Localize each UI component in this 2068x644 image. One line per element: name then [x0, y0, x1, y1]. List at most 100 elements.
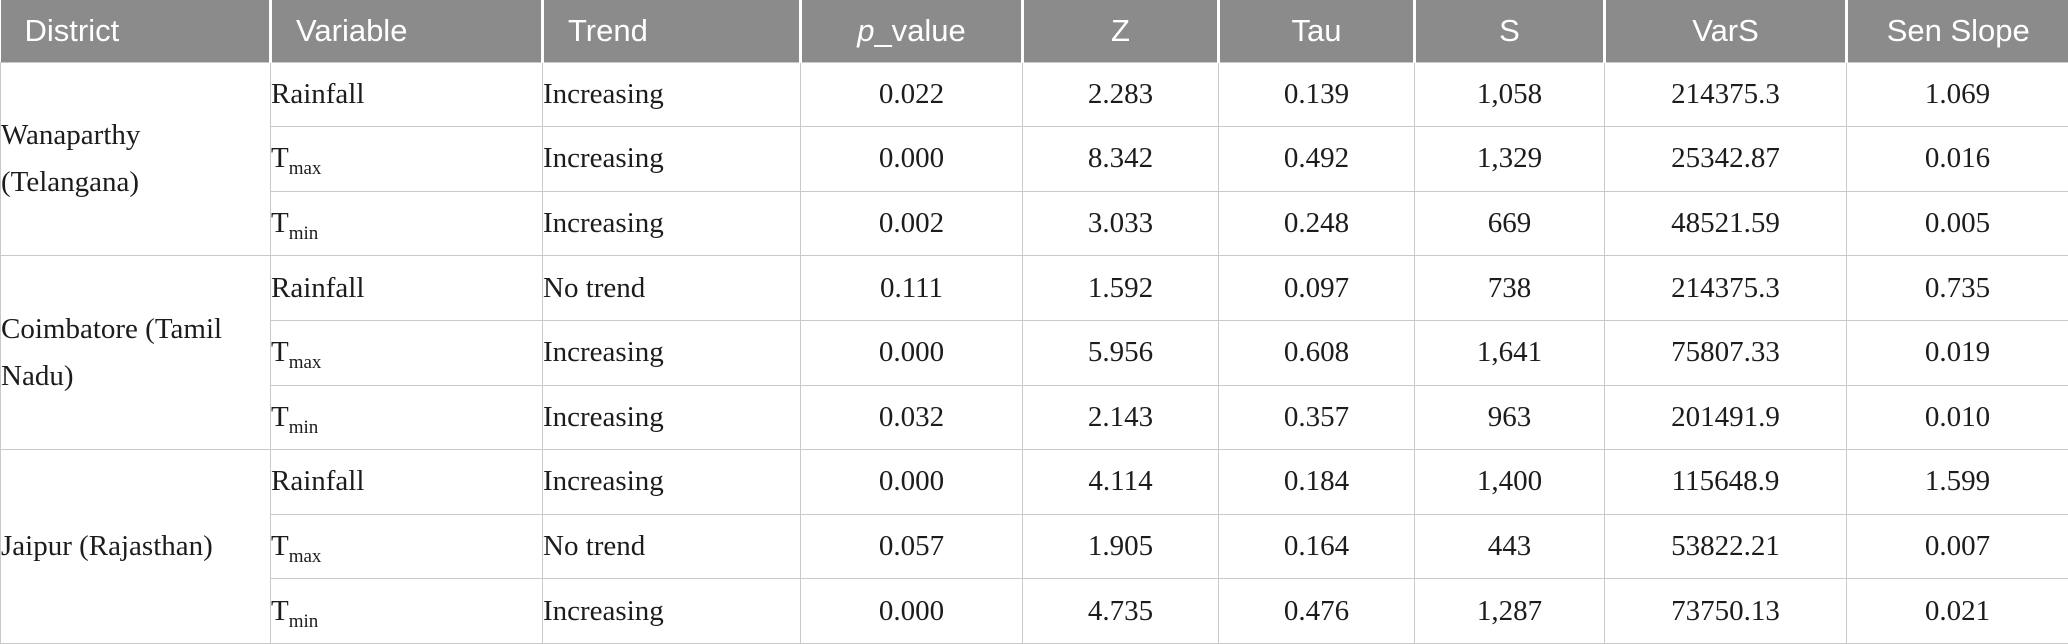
s-cell: 443 — [1414, 513, 1605, 580]
p-value-rest-part: _value — [874, 12, 966, 48]
tau-cell: 0.608 — [1218, 319, 1415, 386]
s-cell: 963 — [1414, 384, 1605, 451]
s-cell: 738 — [1414, 255, 1605, 321]
table-row: Wanaparthy (Telangana) Rainfall Increasi… — [0, 61, 2068, 257]
variable-cell: Tmax — [270, 513, 543, 580]
variable-base: Rainfall — [271, 77, 365, 110]
district-cell: Wanaparthy (Telangana) — [0, 61, 271, 257]
col-header-p-value: p_value — [800, 0, 1024, 62]
s-cell: 1,287 — [1414, 578, 1605, 644]
variable-cell: Tmin — [270, 190, 543, 257]
p-value-cell: 0.111 — [800, 255, 1023, 321]
z-cell: 8.342 — [1022, 126, 1219, 192]
variable-subscript: min — [288, 610, 319, 632]
col-header-sen-slope: Sen Slope — [1846, 0, 2068, 62]
z-cell: 3.033 — [1022, 190, 1219, 257]
col-header-vars: VarS — [1604, 0, 1848, 62]
variable-subscript: max — [288, 352, 322, 374]
col-header-z: Z — [1022, 0, 1220, 62]
z-cell: 5.956 — [1022, 319, 1219, 386]
p-value-cell: 0.000 — [800, 319, 1023, 386]
sen-slope-cell: 0.021 — [1846, 578, 2068, 644]
vars-cell: 115648.9 — [1604, 449, 1847, 515]
tau-cell: 0.097 — [1218, 255, 1415, 321]
table-row: Tmin Increasing 0.002 3.033 0.248 669 48… — [1, 190, 2068, 257]
table-row: Tmax Increasing 0.000 5.956 0.608 1,641 … — [1, 319, 2068, 386]
tau-cell: 0.164 — [1218, 513, 1415, 580]
district-cell: Jaipur (Rajasthan) — [0, 449, 271, 644]
sen-slope-cell: 0.019 — [1846, 319, 2068, 386]
vars-cell: 214375.3 — [1604, 255, 1847, 321]
tau-cell: 0.357 — [1218, 384, 1415, 451]
tau-cell: 0.139 — [1218, 61, 1415, 128]
variable-cell: Tmin — [270, 578, 543, 644]
variable-cell: Rainfall — [270, 255, 543, 321]
p-value-cell: 0.000 — [800, 126, 1023, 192]
variable-cell: Tmin — [270, 384, 543, 451]
z-cell: 4.114 — [1022, 449, 1219, 515]
variable-subscript: max — [288, 158, 322, 180]
trend-cell: Increasing — [542, 449, 801, 515]
variable-subscript: max — [288, 545, 322, 567]
sen-slope-cell: 0.007 — [1846, 513, 2068, 580]
table-header-row: District Variable Trend p_value Z Tau S … — [0, 0, 2068, 62]
vars-cell: 25342.87 — [1604, 126, 1847, 192]
variable-base: T — [271, 336, 289, 369]
sen-slope-cell: 0.735 — [1846, 255, 2068, 321]
variable-cell: Tmax — [270, 319, 543, 386]
district-cell: Coimbatore (Tamil Nadu) — [0, 255, 271, 451]
z-cell: 1.592 — [1022, 255, 1219, 321]
s-cell: 1,400 — [1414, 449, 1605, 515]
vars-cell: 48521.59 — [1604, 190, 1847, 257]
s-cell: 1,641 — [1414, 319, 1605, 386]
sen-slope-cell: 0.016 — [1846, 126, 2068, 192]
tau-cell: 0.492 — [1218, 126, 1415, 192]
sen-slope-cell: 0.005 — [1846, 190, 2068, 257]
variable-subscript: min — [288, 416, 319, 438]
variable-base: Rainfall — [271, 271, 365, 304]
col-header-trend: Trend — [542, 0, 802, 62]
trend-cell: Increasing — [542, 190, 801, 257]
z-cell: 2.283 — [1022, 61, 1219, 128]
vars-cell: 214375.3 — [1604, 61, 1847, 128]
vars-cell: 75807.33 — [1604, 319, 1847, 386]
table-row: Tmin Increasing 0.032 2.143 0.357 963 20… — [1, 384, 2068, 451]
s-cell: 669 — [1414, 190, 1605, 257]
p-value-italic-part: p — [857, 12, 875, 48]
trend-cell: Increasing — [542, 384, 801, 451]
variable-subscript: min — [288, 222, 319, 244]
col-header-variable: Variable — [270, 0, 544, 62]
vars-cell: 53822.21 — [1604, 513, 1847, 580]
vars-cell: 201491.9 — [1604, 384, 1847, 451]
sen-slope-cell: 1.599 — [1846, 449, 2068, 515]
variable-cell: Rainfall — [270, 449, 543, 515]
vars-cell: 73750.13 — [1604, 578, 1847, 644]
variable-base: T — [271, 142, 289, 175]
tau-cell: 0.184 — [1218, 449, 1415, 515]
trend-cell: No trend — [542, 513, 801, 580]
p-value-cell: 0.000 — [800, 578, 1023, 644]
col-header-s: S — [1414, 0, 1606, 62]
col-header-district: District — [0, 0, 272, 62]
variable-base: T — [271, 400, 289, 433]
variable-base: T — [271, 207, 289, 240]
tau-cell: 0.248 — [1218, 190, 1415, 257]
table-row: Tmax No trend 0.057 1.905 0.164 443 5382… — [1, 513, 2068, 580]
table-row: Jaipur (Rajasthan) Rainfall Increasing 0… — [0, 449, 2068, 644]
z-cell: 1.905 — [1022, 513, 1219, 580]
trend-cell: Increasing — [542, 578, 801, 644]
sen-slope-cell: 0.010 — [1846, 384, 2068, 451]
variable-base: Rainfall — [271, 465, 365, 498]
p-value-cell: 0.057 — [800, 513, 1023, 580]
trend-cell: Increasing — [542, 126, 801, 192]
variable-base: T — [271, 594, 289, 627]
table-row: Tmin Increasing 0.000 4.735 0.476 1,287 … — [1, 578, 2068, 644]
tau-cell: 0.476 — [1218, 578, 1415, 644]
p-value-cell: 0.002 — [800, 190, 1023, 257]
trend-cell: No trend — [542, 255, 801, 321]
trend-cell: Increasing — [542, 61, 801, 128]
s-cell: 1,058 — [1414, 61, 1605, 128]
s-cell: 1,329 — [1414, 126, 1605, 192]
variable-cell: Rainfall — [270, 61, 543, 128]
